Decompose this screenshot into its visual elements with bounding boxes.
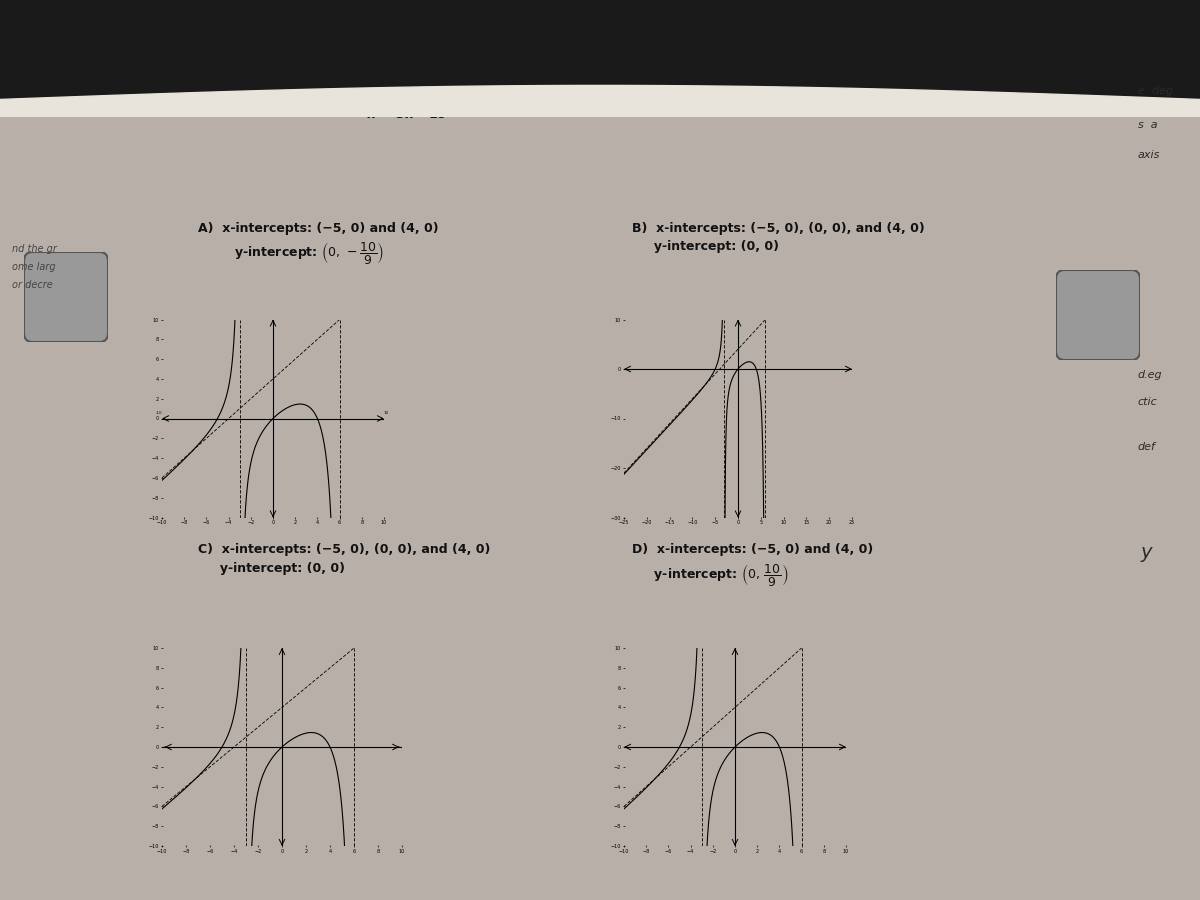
Text: $\mathbf{x^2 - 3x - 18}$: $\mathbf{x^2 - 3x - 18}$ [366, 105, 446, 122]
Text: y-intercept: (0, 0): y-intercept: (0, 0) [198, 562, 346, 575]
Text: ctic: ctic [1138, 397, 1157, 407]
Point [533, 88, 547, 99]
Text: $\mathbf{x^3 + x^2 - 20x}$: $\mathbf{x^3 + x^2 - 20x}$ [366, 65, 454, 81]
Text: d.eg: d.eg [1138, 370, 1163, 380]
Text: s  a: s a [1138, 120, 1157, 130]
Text: y-intercept: $\left(0,\,\dfrac{10}{9}\right)$: y-intercept: $\left(0,\,\dfrac{10}{9}\ri… [631, 562, 788, 588]
Text: e  deg: e deg [1138, 86, 1172, 96]
Text: ome larg: ome larg [12, 262, 55, 272]
Text: 30) ____: 30) ____ [989, 86, 1042, 99]
Text: 30) f(x) =: 30) f(x) = [239, 86, 307, 99]
Point [358, 88, 372, 99]
FancyBboxPatch shape [24, 252, 108, 342]
Text: A)  x-intercepts: (−5, 0) and (4, 0): A) x-intercepts: (−5, 0) and (4, 0) [198, 221, 439, 235]
Text: y-intercept: $\left(0,\,-\dfrac{10}{9}\right)$: y-intercept: $\left(0,\,-\dfrac{10}{9}\r… [234, 240, 384, 266]
FancyBboxPatch shape [1056, 270, 1140, 360]
Text: nd the gr: nd the gr [12, 244, 56, 254]
Text: y: y [1140, 543, 1152, 562]
Text: 10: 10 [384, 410, 389, 415]
Text: y-intercept: (0, 0): y-intercept: (0, 0) [631, 240, 779, 253]
Text: D)  x-intercepts: (−5, 0) and (4, 0): D) x-intercepts: (−5, 0) and (4, 0) [631, 543, 872, 556]
Text: -10: -10 [155, 410, 162, 415]
Text: B)  x-intercepts: (−5, 0), (0, 0), and (4, 0): B) x-intercepts: (−5, 0), (0, 0), and (4… [631, 221, 924, 235]
Text: C)  x-intercepts: (−5, 0), (0, 0), and (4, 0): C) x-intercepts: (−5, 0), (0, 0), and (4… [198, 543, 491, 556]
Text: y-intercepts.: y-intercepts. [239, 69, 324, 82]
Text: Graph the function, showing all asymptotes (those that do not correspond to an a: Graph the function, showing all asymptot… [239, 54, 1019, 68]
Text: or decre: or decre [12, 280, 53, 290]
Text: def: def [1138, 442, 1156, 452]
Text: axis: axis [1138, 149, 1160, 159]
